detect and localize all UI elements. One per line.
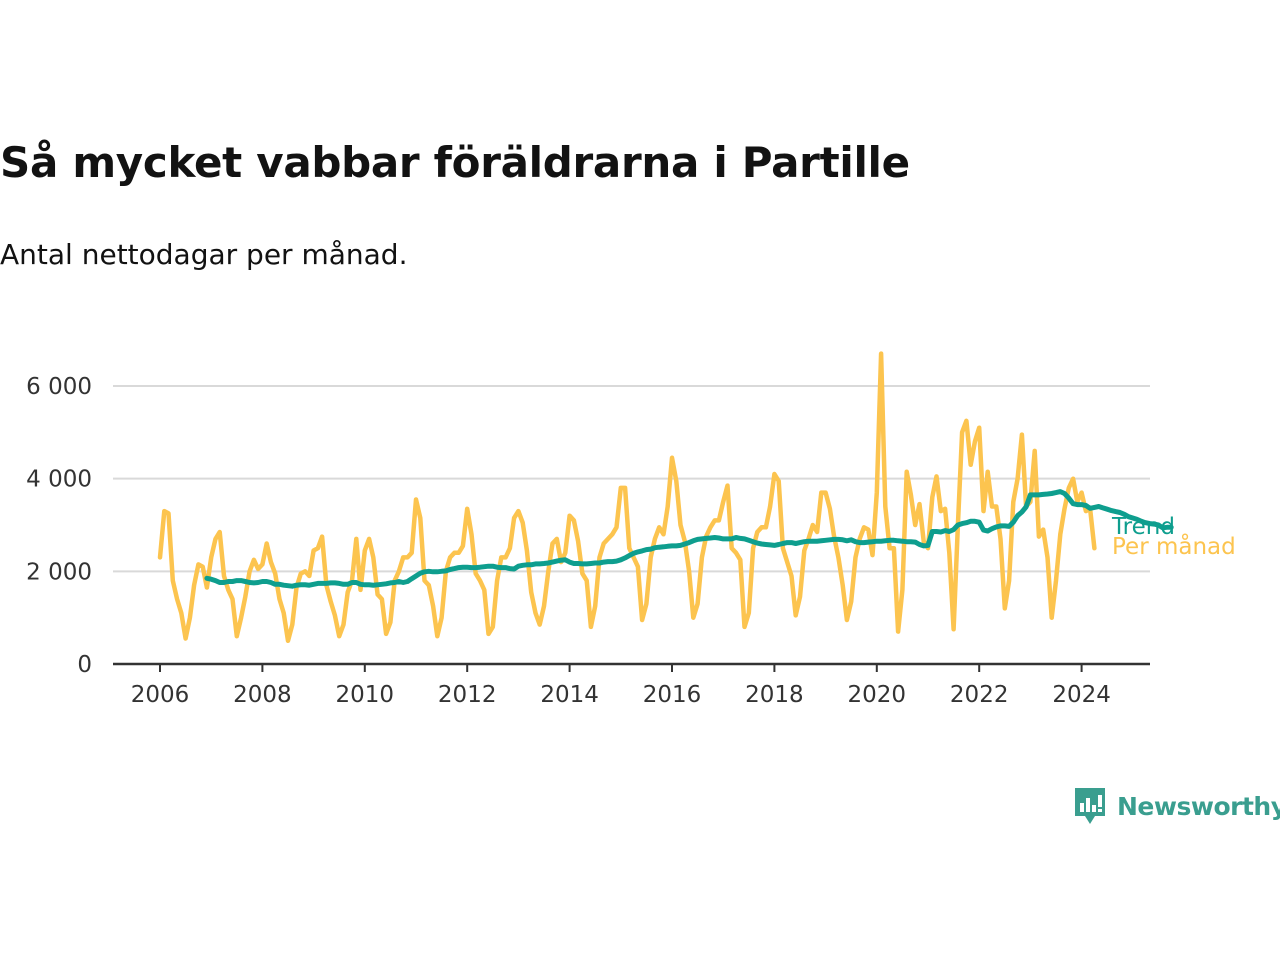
x-tick-label: 2022 [950,682,1009,708]
newsworthy-logo: Newsworthy [1073,786,1280,826]
newsworthy-logo-icon [1075,788,1105,824]
y-tick-label: 0 [77,652,92,678]
series-lines [157,351,1174,644]
chart-subtitle: Antal nettodagar per månad. [0,238,408,271]
y-axis-tick-labels: 0 2 000 4 000 6 000 [26,374,92,678]
x-tick-label: 2024 [1052,682,1111,708]
y-tick-label: 4 000 [26,467,92,493]
x-tick-label: 2020 [848,682,907,708]
x-tick-label: 2018 [745,682,804,708]
x-tick-label: 2008 [233,682,292,708]
trend-series-label: Trend [1111,514,1175,540]
y-tick-label: 6 000 [26,374,92,400]
grid-lines [113,385,1150,573]
y-tick-label: 2 000 [26,559,92,585]
chart-title: Så mycket vabbar föräldrarna i Partille [0,138,910,187]
x-axis: 2006 2008 2010 2012 2014 2016 2018 2020 2022 2024 [113,662,1150,708]
trend-line [204,489,1174,589]
monthly-series-label: Per månad [1112,532,1236,560]
x-tick-label: 2016 [643,682,702,708]
x-tick-label: 2010 [336,682,395,708]
x-tick-label: 2012 [438,682,497,708]
x-tick-label: 2014 [540,682,599,708]
brand-name: Newsworthy [1117,791,1280,821]
monthly-line [157,351,1097,644]
line-chart: 0 2 000 4 000 6 000 2006 2008 2010 2012 2014 201… [26,351,1236,708]
x-tick-label: 2006 [131,682,190,708]
